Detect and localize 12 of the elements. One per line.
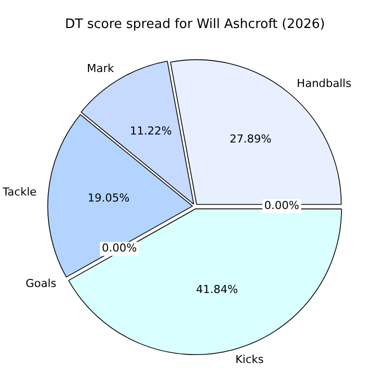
text: 0.00% bbox=[264, 199, 300, 212]
slice-label: Mark bbox=[86, 62, 115, 76]
text: 0.00% bbox=[102, 242, 137, 255]
chart-title: DT score spread for Will Ashcroft (2026) bbox=[65, 17, 325, 32]
category-label: Goals bbox=[26, 277, 56, 290]
data-label: 41.84% bbox=[196, 283, 238, 296]
data-label: 27.89% bbox=[230, 132, 272, 146]
data-label: 19.05% bbox=[88, 192, 130, 205]
slice-label: Tackle bbox=[2, 186, 37, 199]
slice-label: Kicks bbox=[235, 353, 264, 366]
data-label: 11.22% bbox=[130, 124, 172, 138]
slice-label: Handballs bbox=[296, 76, 352, 90]
